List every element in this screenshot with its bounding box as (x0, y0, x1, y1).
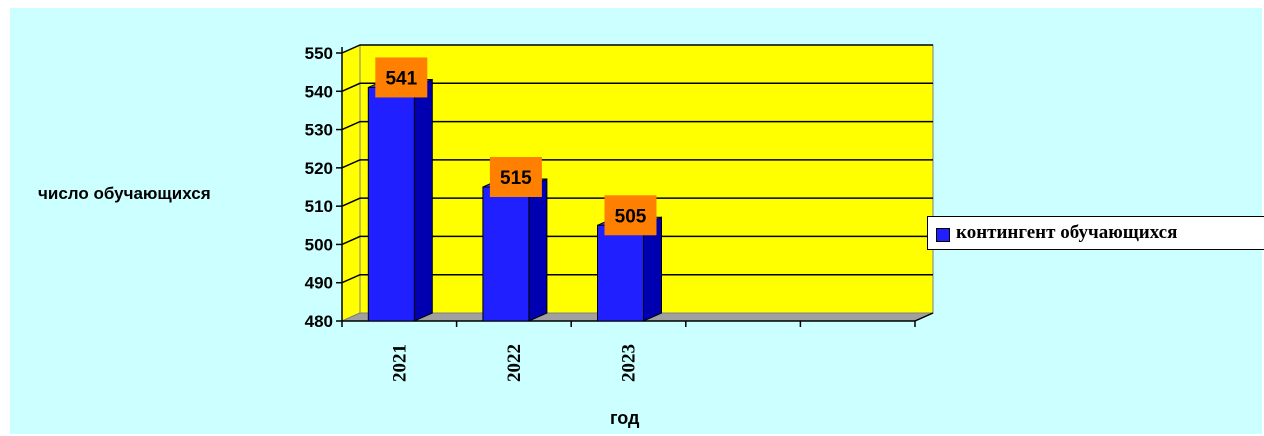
gridline (341, 120, 933, 131)
bar (597, 224, 644, 322)
legend-label: контингент обучающихся (956, 222, 1178, 243)
bar (367, 86, 415, 322)
bar-side (528, 178, 548, 322)
data-label: 541 (385, 68, 417, 89)
x-axis-end (914, 312, 934, 322)
y-tick-label: 490 (305, 274, 333, 293)
chart-plot: 550 540 530 520 510 500 490 480 2021 2022 2023 541 5… (305, 44, 934, 382)
y-tick-label: 510 (305, 197, 333, 216)
gridline (341, 273, 933, 284)
y-tick-label: 530 (305, 121, 333, 140)
legend-swatch (936, 228, 950, 242)
gridline (341, 197, 933, 207)
data-label-box (604, 195, 657, 236)
x-tick-label: 2021 (389, 344, 410, 382)
x-axis-label: год (610, 408, 640, 428)
legend: контингент обучающихся (927, 216, 1264, 250)
plot-side-wall (341, 44, 361, 322)
data-label-box (489, 157, 542, 197)
y-tick-label: 550 (305, 44, 333, 63)
y-tick-label: 540 (305, 82, 333, 101)
data-label: 515 (500, 168, 532, 189)
chart-area: 550 540 530 520 510 500 490 480 2021 2022 2023 541 5… (10, 8, 1264, 434)
y-tick-label: 500 (305, 235, 333, 254)
bar (482, 186, 530, 322)
gridline (341, 82, 933, 92)
bar-side (413, 78, 433, 322)
x-tick-label: 2023 (619, 344, 640, 382)
y-axis-label: число обучающихся (38, 184, 211, 203)
data-label-box (375, 57, 428, 98)
y-tick-label: 480 (305, 312, 333, 331)
gridline (341, 235, 933, 246)
x-tick-label: 2022 (504, 344, 525, 382)
gridline (341, 44, 933, 54)
data-label: 505 (615, 206, 647, 227)
y-tick-label: 520 (305, 159, 333, 178)
gridline (341, 159, 933, 169)
